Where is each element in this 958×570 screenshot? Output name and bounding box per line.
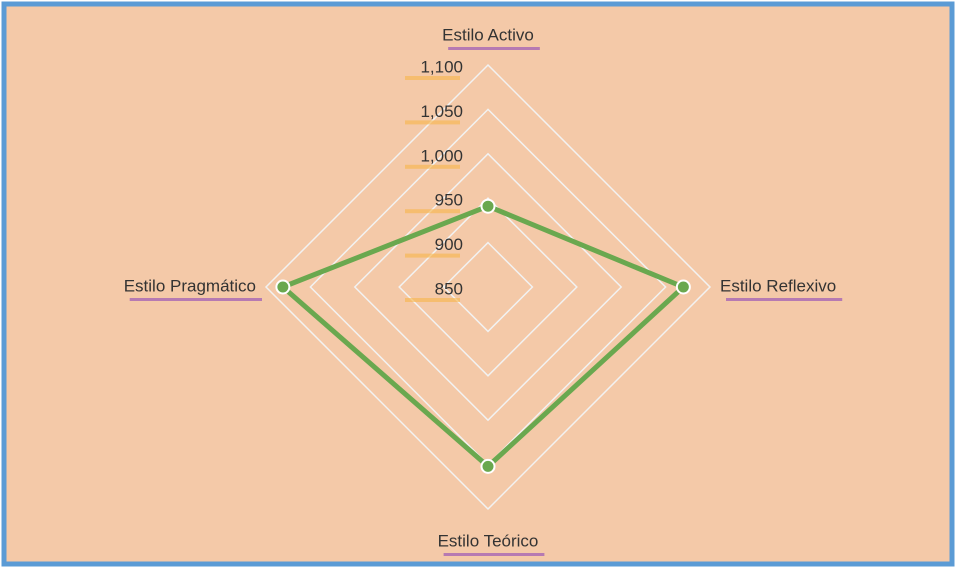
y-tick-label: 950 bbox=[435, 191, 463, 210]
data-point bbox=[675, 279, 691, 295]
category-label: Estilo Activo bbox=[442, 25, 534, 44]
y-tick-label: 850 bbox=[435, 279, 463, 298]
data-point bbox=[275, 279, 291, 295]
label-underline bbox=[129, 298, 262, 301]
grid-ring bbox=[442, 241, 534, 333]
tick-label-bg bbox=[405, 120, 460, 125]
label-underline bbox=[443, 553, 545, 556]
y-tick-label: 1,100 bbox=[420, 57, 463, 76]
y-tick-label: 1,000 bbox=[420, 146, 463, 165]
tick-label-bg bbox=[405, 253, 460, 258]
y-tick-label: 900 bbox=[435, 235, 463, 254]
label-underline bbox=[726, 298, 843, 301]
data-point bbox=[480, 458, 496, 474]
category-label: Estilo Reflexivo bbox=[720, 276, 836, 295]
data-point bbox=[480, 198, 496, 214]
tick-label-bg bbox=[405, 76, 460, 80]
tick-label-bg bbox=[405, 164, 460, 169]
tick-label-bg bbox=[405, 209, 460, 214]
label-underline bbox=[448, 47, 540, 50]
grid-ring bbox=[264, 63, 712, 511]
category-label: Estilo Teórico bbox=[438, 531, 539, 550]
y-tick-label: 1,050 bbox=[420, 102, 463, 121]
tick-label-bg bbox=[405, 298, 460, 302]
category-label: Estilo Pragmático bbox=[124, 276, 256, 295]
